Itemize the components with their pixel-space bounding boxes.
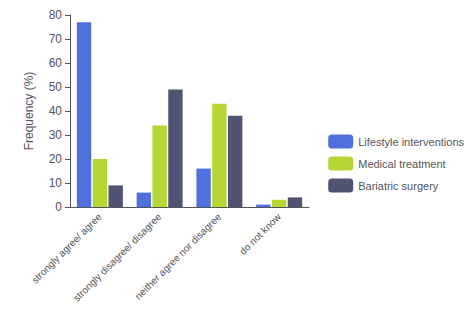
svg-text:do not know: do not know bbox=[237, 211, 283, 257]
svg-text:40: 40 bbox=[49, 104, 63, 118]
svg-text:Frequency (%): Frequency (%) bbox=[22, 72, 36, 151]
svg-text:Lifestyle interventions: Lifestyle interventions bbox=[358, 136, 464, 148]
svg-text:50: 50 bbox=[49, 80, 63, 94]
svg-text:10: 10 bbox=[49, 176, 63, 190]
svg-text:80: 80 bbox=[49, 8, 63, 22]
svg-text:neither agree nor disagree: neither agree nor disagree bbox=[133, 211, 224, 302]
svg-text:60: 60 bbox=[49, 56, 63, 70]
svg-text:30: 30 bbox=[49, 128, 63, 142]
svg-text:20: 20 bbox=[49, 152, 63, 166]
svg-text:strongly agree/ agree: strongly agree/ agree bbox=[29, 211, 104, 286]
svg-text:0: 0 bbox=[55, 200, 62, 214]
svg-text:70: 70 bbox=[49, 32, 63, 46]
svg-text:strongly disagree/ disagree: strongly disagree/ disagree bbox=[71, 211, 164, 304]
svg-text:Bariatric surgery: Bariatric surgery bbox=[358, 180, 439, 192]
svg-text:Medical treatment: Medical treatment bbox=[358, 158, 445, 170]
